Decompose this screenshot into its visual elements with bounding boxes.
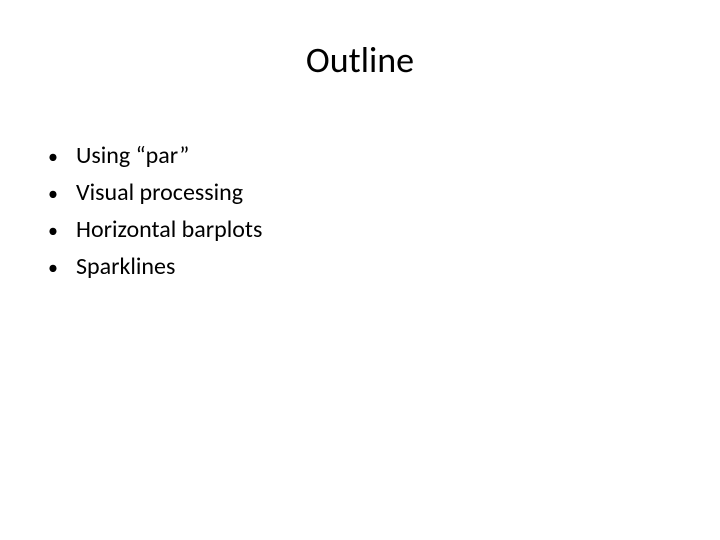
bullet-list: • Using “par” • Visual processing • Hori… [48, 140, 262, 288]
bullet-text: Visual processing [76, 177, 243, 209]
bullet-text: Sparklines [76, 251, 175, 283]
bullet-text: Horizontal barplots [76, 214, 262, 246]
list-item: • Using “par” [48, 140, 262, 173]
slide: Outline • Using “par” • Visual processin… [0, 0, 720, 540]
bullet-icon: • [48, 141, 76, 173]
bullet-icon: • [48, 252, 76, 284]
slide-title: Outline [0, 38, 720, 82]
bullet-icon: • [48, 178, 76, 210]
list-item: • Visual processing [48, 177, 262, 210]
list-item: • Sparklines [48, 251, 262, 284]
bullet-text: Using “par” [76, 140, 189, 172]
list-item: • Horizontal barplots [48, 214, 262, 247]
bullet-icon: • [48, 215, 76, 247]
